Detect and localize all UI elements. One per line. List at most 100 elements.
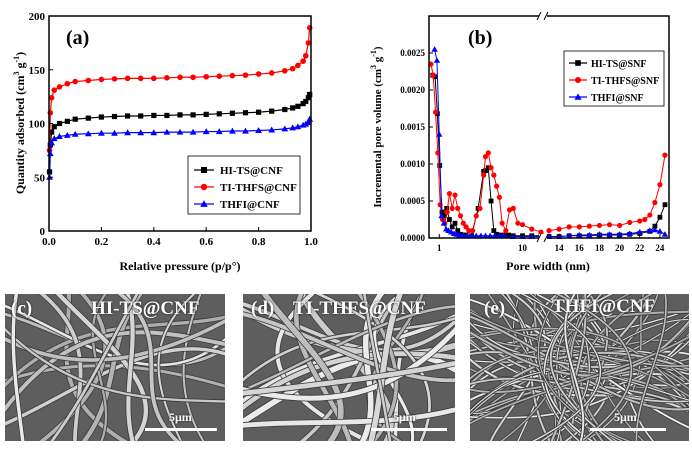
sem-panel-label-d: (d) xyxy=(251,298,275,319)
sem-fiber xyxy=(117,294,180,441)
chart-b-x-tick-label: 22 xyxy=(635,243,645,253)
chart-a-legend-marker xyxy=(200,183,208,191)
chart-b-point xyxy=(642,216,648,223)
chart-a-point xyxy=(151,75,157,82)
chart-a-point xyxy=(138,113,144,119)
chart-b-point xyxy=(463,232,471,239)
chart-b-ylabel-mid: g xyxy=(372,56,384,65)
sem-panel-c: (c) HI-TS@CNF 5μm xyxy=(5,294,225,441)
sem-fiber xyxy=(5,315,225,388)
chart-a-point xyxy=(294,123,302,130)
chart-b-point xyxy=(662,202,668,208)
chart-b-y-axis-title: Incremental pore volume (cm3 g-1) xyxy=(369,46,384,208)
sem-fiber xyxy=(470,377,689,403)
chart-b-point xyxy=(496,194,502,200)
chart-b-legend-marker xyxy=(575,77,581,83)
sem-fiber xyxy=(261,294,344,441)
chart-a-point xyxy=(300,101,306,107)
chart-a-point xyxy=(137,75,144,82)
sem-fiber xyxy=(537,294,624,441)
chart-a-point xyxy=(242,72,249,78)
chart-b-point xyxy=(596,222,603,229)
chart-a-point xyxy=(295,103,301,109)
sem-fibers-image-c xyxy=(5,294,225,441)
chart-a-point xyxy=(84,130,92,137)
chart-a-y-tick-label: 200 xyxy=(29,11,46,23)
chart-b-point xyxy=(430,72,436,78)
chart-a-point xyxy=(85,77,92,84)
chart-b-point xyxy=(433,57,441,63)
chart-b-point xyxy=(556,226,562,232)
chart-b-point xyxy=(647,212,653,218)
sem-fiber xyxy=(635,294,667,441)
chart-a-y-tick-label: 150 xyxy=(29,65,46,77)
chart-a-point xyxy=(176,128,184,135)
chart-b-point xyxy=(661,231,669,237)
sem-fiber xyxy=(157,294,196,441)
chart-a-series-0 xyxy=(46,91,313,175)
chart-b-point xyxy=(529,226,535,232)
chart-a-point xyxy=(50,135,58,142)
chart-b-x-tick-label: 24 xyxy=(655,243,665,253)
chart-a-ylabel-end: ) xyxy=(13,52,27,56)
chart-b-y-tick-label: 0.0010 xyxy=(400,159,425,169)
chart-b-point xyxy=(468,232,475,239)
chart-a-panel-label: (a) xyxy=(66,27,89,49)
chart-b-point xyxy=(444,206,450,211)
chart-a-point xyxy=(306,115,314,122)
sem-fiber xyxy=(5,319,225,362)
chart-a-point xyxy=(189,128,197,135)
chart-a-point xyxy=(242,110,249,116)
chart-b-point xyxy=(485,150,491,156)
chart-a-y-tick-label: 0 xyxy=(40,226,46,238)
chart-b-point xyxy=(496,232,503,239)
chart-b-point xyxy=(438,212,445,219)
chart-b-point xyxy=(483,168,488,174)
chart-a-point xyxy=(229,72,236,79)
sem-scale-bar-e xyxy=(590,428,666,431)
chart-b-axis-break-bottom xyxy=(536,233,549,243)
chart-a-point xyxy=(111,129,118,136)
chart-a-point xyxy=(125,113,131,119)
sem-fiber xyxy=(243,316,455,382)
chart-b-point xyxy=(482,232,489,239)
chart-a-ticks-layer: 0.0 0.2 0.4 0.6 0.8 1.0 0 50 100 150 200 xyxy=(29,11,319,248)
chart-b-point xyxy=(473,213,479,219)
chart-a-point xyxy=(290,105,296,111)
sem-scale-label-c: 5μm xyxy=(169,410,192,424)
chart-b-point xyxy=(538,229,544,235)
chart-b-x-tick-label: 14 xyxy=(555,243,565,253)
chart-a-x-axis-title: Relative pressure (p/p°) xyxy=(119,259,240,273)
sem-fiber xyxy=(243,351,455,411)
chart-b-y-tick-label: 0.0005 xyxy=(400,196,425,206)
sem-fiber xyxy=(363,294,392,441)
chart-a-point xyxy=(177,74,183,81)
sem-fiber xyxy=(470,311,689,398)
chart-a-point xyxy=(64,118,70,124)
chart-a-ylabel-base: Quantity adsorbed (cm xyxy=(13,75,27,194)
chart-b-point xyxy=(652,199,658,206)
chart-a-point xyxy=(124,129,131,136)
chart-b-axis-break-top xyxy=(536,11,549,21)
chart-a-point xyxy=(302,52,309,59)
sem-sample-label-c: HI-TS@CNF xyxy=(91,298,200,319)
chart-a-point xyxy=(307,91,313,98)
chart-a-point xyxy=(51,124,57,130)
chart-a-point xyxy=(56,84,63,90)
chart-a-point xyxy=(304,119,312,125)
chart-a-point xyxy=(255,127,262,134)
chart-a-point xyxy=(72,116,78,122)
chart-a-point xyxy=(51,87,58,93)
sem-panel-label-e: (e) xyxy=(484,298,506,319)
chart-b-point xyxy=(491,172,497,178)
chart-a-point xyxy=(71,130,79,137)
chart-a-point xyxy=(256,109,262,115)
sem-fiber xyxy=(243,407,455,428)
chart-b-plot-frame xyxy=(428,15,670,239)
chart-b-point xyxy=(662,152,668,158)
chart-b-point xyxy=(652,223,658,229)
sem-fibers-image-d xyxy=(243,294,455,441)
chart-b-legend-marker xyxy=(575,60,581,66)
chart-b-y-tick-label: 0.0020 xyxy=(400,85,425,95)
chart-b-point xyxy=(485,165,491,171)
